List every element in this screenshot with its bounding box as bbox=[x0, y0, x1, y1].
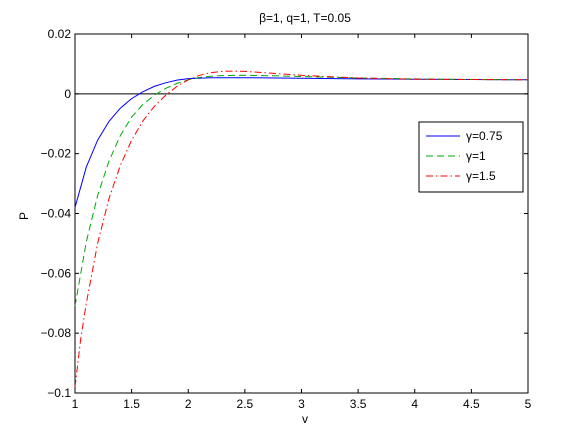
x-tick-label: 3.5 bbox=[350, 397, 367, 411]
x-tick-label: 4 bbox=[411, 397, 418, 411]
x-tick-label: 2.5 bbox=[237, 397, 254, 411]
y-tick-label: 0.02 bbox=[48, 27, 72, 41]
series-layer bbox=[74, 70, 529, 388]
legend-box bbox=[418, 121, 524, 193]
x-tick-label: 3 bbox=[298, 397, 305, 411]
legend-label-2: γ=1.5 bbox=[466, 169, 496, 183]
legend: γ=0.75 γ=1 γ=1.5 bbox=[418, 121, 524, 193]
legend-label-0: γ=0.75 bbox=[466, 129, 503, 143]
series-line-2 bbox=[74, 70, 529, 388]
legend-label-1: γ=1 bbox=[466, 149, 486, 163]
x-tick-label: 2 bbox=[185, 397, 192, 411]
y-tick-label: −0.1 bbox=[47, 386, 71, 400]
y-tick-label: −0.08 bbox=[41, 326, 72, 340]
x-axis-ticks: 1 1.5 2 2.5 3 3.5 4 4.5 5 bbox=[72, 34, 532, 411]
series-line-0 bbox=[74, 77, 529, 208]
y-tick-label: −0.02 bbox=[41, 147, 72, 161]
x-axis-label: v bbox=[302, 412, 308, 426]
x-tick-label: 4.5 bbox=[463, 397, 480, 411]
x-tick-label: 1 bbox=[72, 397, 79, 411]
x-tick-label: 5 bbox=[525, 397, 532, 411]
x-tick-label: 1.5 bbox=[123, 397, 140, 411]
plot-frame bbox=[74, 33, 529, 394]
y-axis-ticks: −0.1 −0.08 −0.06 −0.04 −0.02 0 0.02 bbox=[41, 27, 528, 400]
plot-area bbox=[74, 33, 529, 394]
y-tick-label: −0.06 bbox=[41, 266, 72, 280]
y-tick-label: −0.04 bbox=[41, 207, 72, 221]
chart-title: β=1, q=1, T=0.05 bbox=[259, 11, 351, 25]
y-axis-label: P bbox=[17, 212, 31, 220]
y-tick-label: 0 bbox=[64, 87, 71, 101]
